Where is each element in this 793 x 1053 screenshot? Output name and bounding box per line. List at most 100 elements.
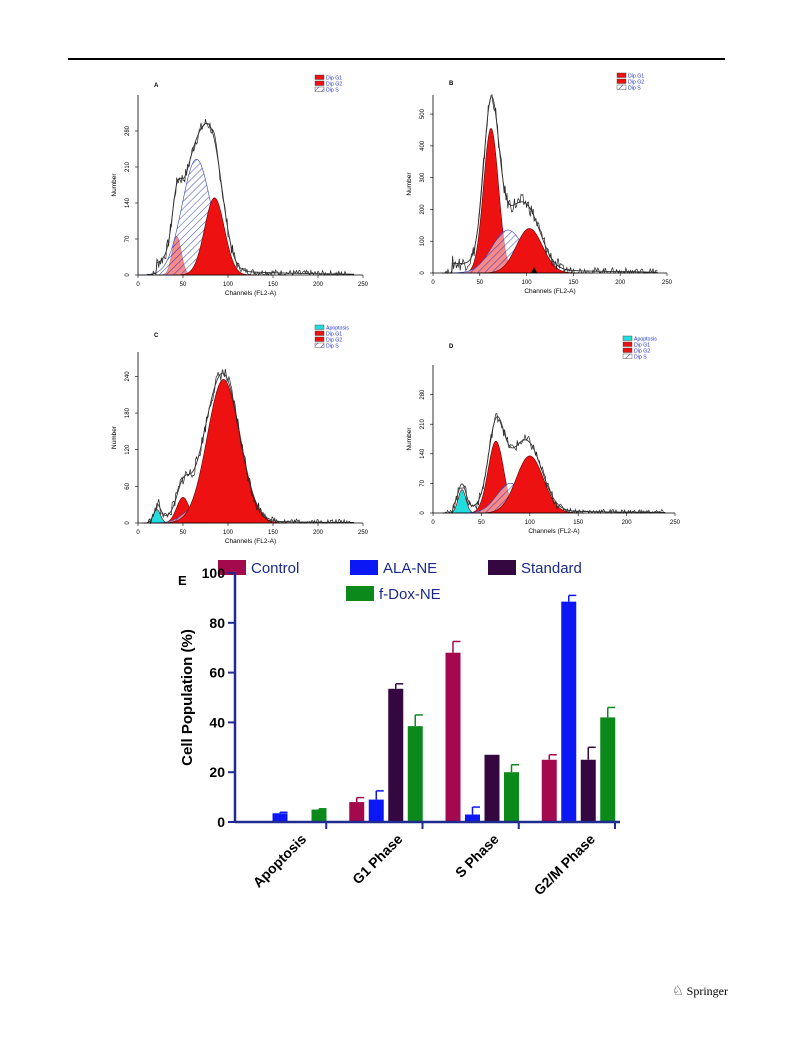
y-tick-label: 70 <box>125 235 131 242</box>
x-tick-label: 50 <box>180 282 187 288</box>
bar-f-dox-ne-apoptosis <box>311 809 327 822</box>
legend-swatch-standard <box>488 560 516 575</box>
y-tick-label: 100 <box>420 236 426 247</box>
panel-letter: D <box>449 344 454 350</box>
legend-label: Apoptosis <box>634 336 657 342</box>
y-tick-label: 0 <box>125 273 131 277</box>
category-label-apoptosis: Apoptosis <box>250 831 310 891</box>
component-dip-g2 <box>158 379 289 524</box>
header-rule <box>68 58 725 60</box>
y-tick-label: 500 <box>420 108 426 119</box>
legend-swatch-ala-ne <box>350 560 378 575</box>
fit-curve <box>442 95 658 274</box>
legend-swatch <box>616 78 627 84</box>
bar-f-dox-ne-s-phase <box>504 772 519 822</box>
x-tick-label: 200 <box>313 530 324 536</box>
x-tick-label: 150 <box>573 520 584 526</box>
bar-ala-ne-apoptosis <box>272 813 288 822</box>
bar-f-dox-ne-g2-m-phase <box>600 717 616 822</box>
bar-chart-panel-e: Control ALA-NE Standard f-Dox-NE E Apoptosis G… <box>178 560 620 898</box>
x-tick-label: 0 <box>136 282 140 288</box>
legend-swatch-f-dox-ne <box>346 586 374 601</box>
x-tick-label: 0 <box>136 530 140 536</box>
legend-swatch <box>622 335 633 341</box>
x-tick-label: 200 <box>615 280 626 286</box>
y-tick-label: 0 <box>420 511 426 515</box>
gate-marker <box>531 267 538 273</box>
y-tick-label: 0 <box>217 814 225 830</box>
legend-label: Dip S <box>326 343 339 349</box>
legend-label-ala-ne: ALA-NE <box>383 560 437 577</box>
legend-label: Dip S <box>628 85 641 91</box>
legend-label: Dip G1 <box>628 73 644 79</box>
y-axis-label: Number <box>111 173 118 197</box>
legend-swatch <box>622 347 633 353</box>
x-tick-label: 100 <box>223 282 234 288</box>
x-tick-label: 200 <box>313 282 324 288</box>
legend-label: Dip G2 <box>628 79 644 85</box>
legend-swatch <box>314 336 325 342</box>
x-tick-label: 100 <box>525 520 536 526</box>
legend-swatch <box>314 324 325 330</box>
x-tick-label: 0 <box>431 520 435 526</box>
y-tick-label: 60 <box>125 482 131 489</box>
x-tick-label: 250 <box>358 282 369 288</box>
histogram-panel-b: 0 50 100 150 200 250 0 100 200 300 400 500 Channels … <box>406 72 673 295</box>
legend-label: Apoptosis <box>326 325 349 331</box>
y-axis-label: Number <box>406 427 413 451</box>
y-tick-label: 20 <box>209 764 225 780</box>
x-tick-label: 100 <box>223 530 234 536</box>
x-axis-label: Channels (FL2-A) <box>225 538 276 545</box>
legend-swatch <box>314 74 325 80</box>
springer-horse-icon: ♘ <box>672 983 684 998</box>
legend-label: Dip G2 <box>634 348 650 354</box>
legend-swatch <box>314 86 325 92</box>
fit-curve <box>442 416 666 514</box>
component-apoptosis <box>446 489 478 514</box>
y-tick-label: 120 <box>125 444 131 455</box>
x-tick-label: 50 <box>180 530 187 536</box>
y-tick-label: 40 <box>209 714 225 730</box>
data-trace <box>442 413 666 515</box>
y-tick-label: 400 <box>420 140 426 151</box>
legend-label: Dip G2 <box>326 337 342 343</box>
y-tick-label: 210 <box>420 419 426 430</box>
histogram-panel-d: 0 50 100 150 200 250 0 70 140 210 280 Channels (FL2… <box>406 335 681 535</box>
legend-swatch <box>314 80 325 86</box>
legend-label-standard: Standard <box>521 560 582 577</box>
legend-label-f-dox-ne: f-Dox-NE <box>379 586 441 603</box>
y-tick-label: 180 <box>125 407 131 418</box>
x-tick-label: 250 <box>670 520 681 526</box>
fit-curve <box>146 372 354 524</box>
legend-swatch <box>616 84 627 90</box>
y-tick-label: 70 <box>420 479 426 486</box>
legend-label: Dip G2 <box>326 81 342 87</box>
x-tick-label: 100 <box>522 280 533 286</box>
legend-swatch <box>314 342 325 348</box>
legend-swatch-control <box>218 560 246 575</box>
y-tick-label: 300 <box>420 172 426 183</box>
bar-standard-s-phase <box>484 754 500 822</box>
bar-ala-ne-s-phase <box>465 814 480 822</box>
y-tick-label: 140 <box>420 448 426 459</box>
bar-f-dox-ne-g1-phase <box>407 726 423 822</box>
legend-swatch <box>314 330 325 336</box>
panel-letter: B <box>449 81 454 87</box>
y-axis-label: Number <box>406 172 413 196</box>
legend-label: Dip G1 <box>326 331 342 337</box>
bar-standard-g1-phase <box>388 688 404 822</box>
legend-label: Dip S <box>634 354 647 360</box>
x-axis-label: Channels (FL2-A) <box>524 288 575 295</box>
category-label-g1-phase: G1 Phase <box>349 831 406 888</box>
legend-label: Dip G1 <box>326 75 342 81</box>
publisher-name: Springer <box>686 983 728 998</box>
y-tick-label: 200 <box>420 204 426 215</box>
y-axis-label: Number <box>111 425 118 449</box>
x-tick-label: 150 <box>268 530 279 536</box>
category-label-s-phase: S Phase <box>452 831 502 881</box>
bar-standard-g2-m-phase <box>580 759 596 822</box>
panel-letter: A <box>154 83 159 89</box>
y-tick-label: 280 <box>125 125 131 136</box>
x-tick-label: 50 <box>478 520 485 526</box>
